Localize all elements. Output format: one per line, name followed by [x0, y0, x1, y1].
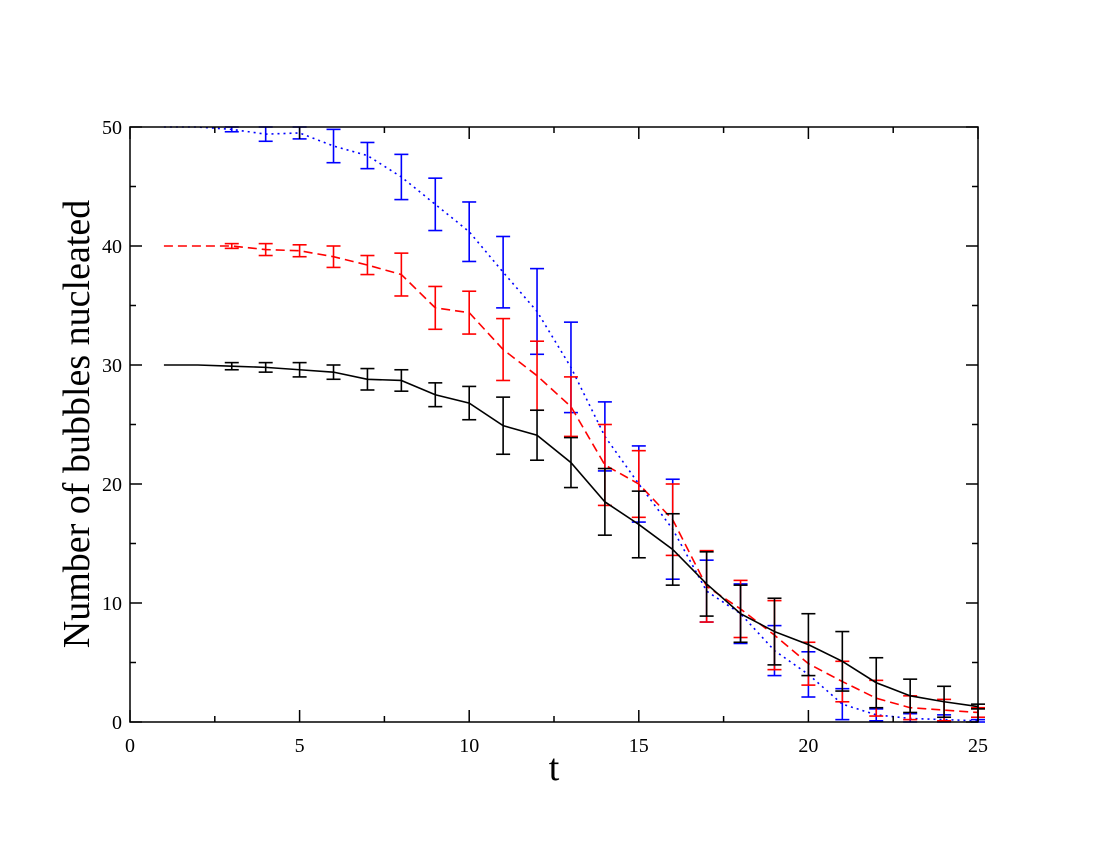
error-bar [563, 436, 578, 489]
error-bar [937, 685, 952, 719]
error-bar [326, 364, 341, 381]
plot-frame [129, 126, 979, 723]
y-tick-label: 0 [112, 712, 122, 734]
error-bar [326, 245, 341, 269]
x-tick-label: 0 [125, 735, 135, 757]
error-bar [360, 367, 375, 391]
error-bar [428, 285, 443, 331]
error-bar [326, 128, 341, 164]
error-bar [496, 396, 511, 456]
error-bar [428, 177, 443, 232]
y-tick-label: 20 [102, 474, 122, 496]
error-bar [767, 597, 782, 666]
error-bar [292, 244, 307, 258]
error-bar [530, 409, 545, 462]
error-bar [631, 490, 646, 559]
error-bar [462, 385, 477, 421]
y-tick-label: 40 [102, 236, 122, 258]
error-bar [665, 512, 680, 586]
error-bar [462, 201, 477, 263]
error-bar [496, 235, 511, 309]
x-axis-title: t [549, 747, 560, 789]
error-bar [699, 551, 714, 617]
y-tick-label: 30 [102, 355, 122, 377]
error-bar [258, 361, 273, 373]
y-tick-label: 10 [102, 593, 122, 615]
x-tick-label: 20 [798, 735, 818, 757]
error-bar [224, 242, 239, 250]
error-bar [733, 584, 748, 644]
error-bar [597, 467, 612, 536]
error-bar [869, 656, 884, 709]
y-axis-title: Number of bubbles nucleated [56, 200, 98, 648]
error-bar [292, 361, 307, 378]
error-bar [394, 153, 409, 201]
series-layer [163, 126, 985, 723]
error-bar [258, 242, 273, 257]
y-tick-label: 50 [102, 117, 122, 139]
error-bar [224, 361, 239, 371]
error-bar [462, 290, 477, 335]
error-bar [360, 141, 375, 170]
x-tick-label: 15 [629, 735, 649, 757]
error-bar [428, 382, 443, 408]
error-bar [903, 678, 918, 714]
x-tick-label: 5 [295, 735, 305, 757]
x-tick-label: 10 [459, 735, 479, 757]
error-bar [801, 612, 816, 677]
x-tick-label: 25 [968, 735, 988, 757]
error-bar [530, 340, 545, 412]
error-bar [496, 317, 511, 382]
error-bar [394, 368, 409, 392]
error-bar [563, 376, 578, 438]
error-bar [360, 254, 375, 276]
error-bar [394, 252, 409, 297]
error-bar [835, 630, 850, 692]
tick-layer: 0 5 10 15 20 25 0 10 20 30 40 50 [102, 117, 988, 757]
